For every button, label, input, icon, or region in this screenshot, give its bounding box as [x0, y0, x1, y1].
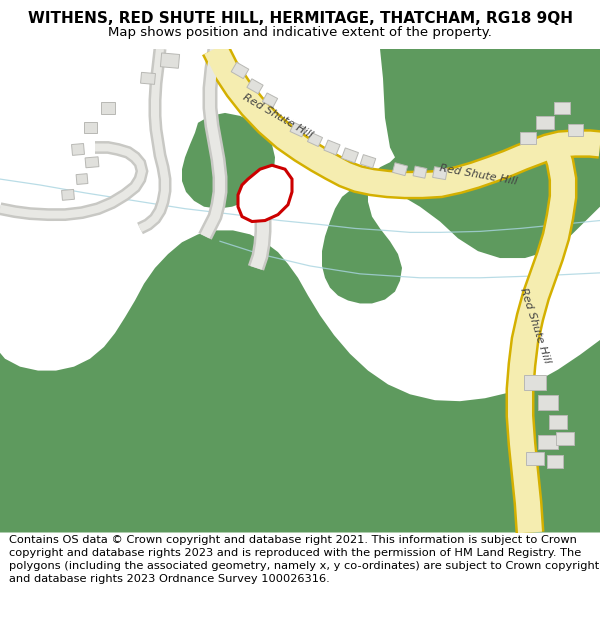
Bar: [568, 124, 583, 136]
Polygon shape: [248, 194, 271, 271]
Polygon shape: [0, 144, 146, 219]
Bar: [413, 166, 427, 178]
Text: Red Shute Hill: Red Shute Hill: [241, 92, 314, 140]
Bar: [85, 157, 99, 168]
Bar: [76, 174, 88, 184]
Polygon shape: [250, 194, 269, 270]
Polygon shape: [0, 141, 149, 221]
Bar: [101, 102, 115, 114]
Polygon shape: [198, 48, 227, 239]
Bar: [549, 415, 567, 429]
Polygon shape: [0, 231, 600, 532]
Text: Red Shute Hill: Red Shute Hill: [438, 163, 518, 187]
Bar: [547, 455, 563, 468]
Bar: [392, 162, 407, 176]
Bar: [290, 122, 306, 137]
Bar: [160, 53, 179, 68]
Polygon shape: [204, 44, 600, 197]
Polygon shape: [322, 49, 600, 304]
Text: Map shows position and indicative extent of the property.: Map shows position and indicative extent…: [108, 26, 492, 39]
Polygon shape: [182, 113, 275, 209]
Bar: [140, 72, 155, 84]
Text: Contains OS data © Crown copyright and database right 2021. This information is : Contains OS data © Crown copyright and d…: [9, 535, 599, 584]
Bar: [62, 189, 74, 200]
Polygon shape: [137, 48, 172, 234]
Bar: [520, 132, 536, 144]
Bar: [324, 140, 340, 155]
Bar: [307, 132, 323, 146]
Bar: [538, 395, 558, 409]
Polygon shape: [202, 42, 600, 199]
Bar: [341, 148, 358, 163]
Bar: [556, 432, 574, 445]
Bar: [554, 102, 570, 114]
Bar: [536, 116, 554, 129]
Bar: [83, 122, 97, 133]
Polygon shape: [508, 144, 575, 533]
Bar: [247, 79, 263, 94]
Bar: [433, 167, 448, 179]
Bar: [262, 93, 278, 108]
Polygon shape: [200, 48, 225, 239]
Bar: [538, 435, 558, 449]
Bar: [526, 451, 544, 466]
Text: WITHENS, RED SHUTE HILL, HERMITAGE, THATCHAM, RG18 9QH: WITHENS, RED SHUTE HILL, HERMITAGE, THAT…: [28, 11, 572, 26]
Bar: [524, 374, 546, 391]
Polygon shape: [138, 48, 169, 232]
Polygon shape: [238, 165, 292, 221]
Text: Red Shute Hill: Red Shute Hill: [518, 286, 552, 364]
Polygon shape: [506, 143, 577, 534]
Bar: [231, 62, 249, 79]
Bar: [360, 154, 376, 168]
Bar: [71, 144, 85, 156]
